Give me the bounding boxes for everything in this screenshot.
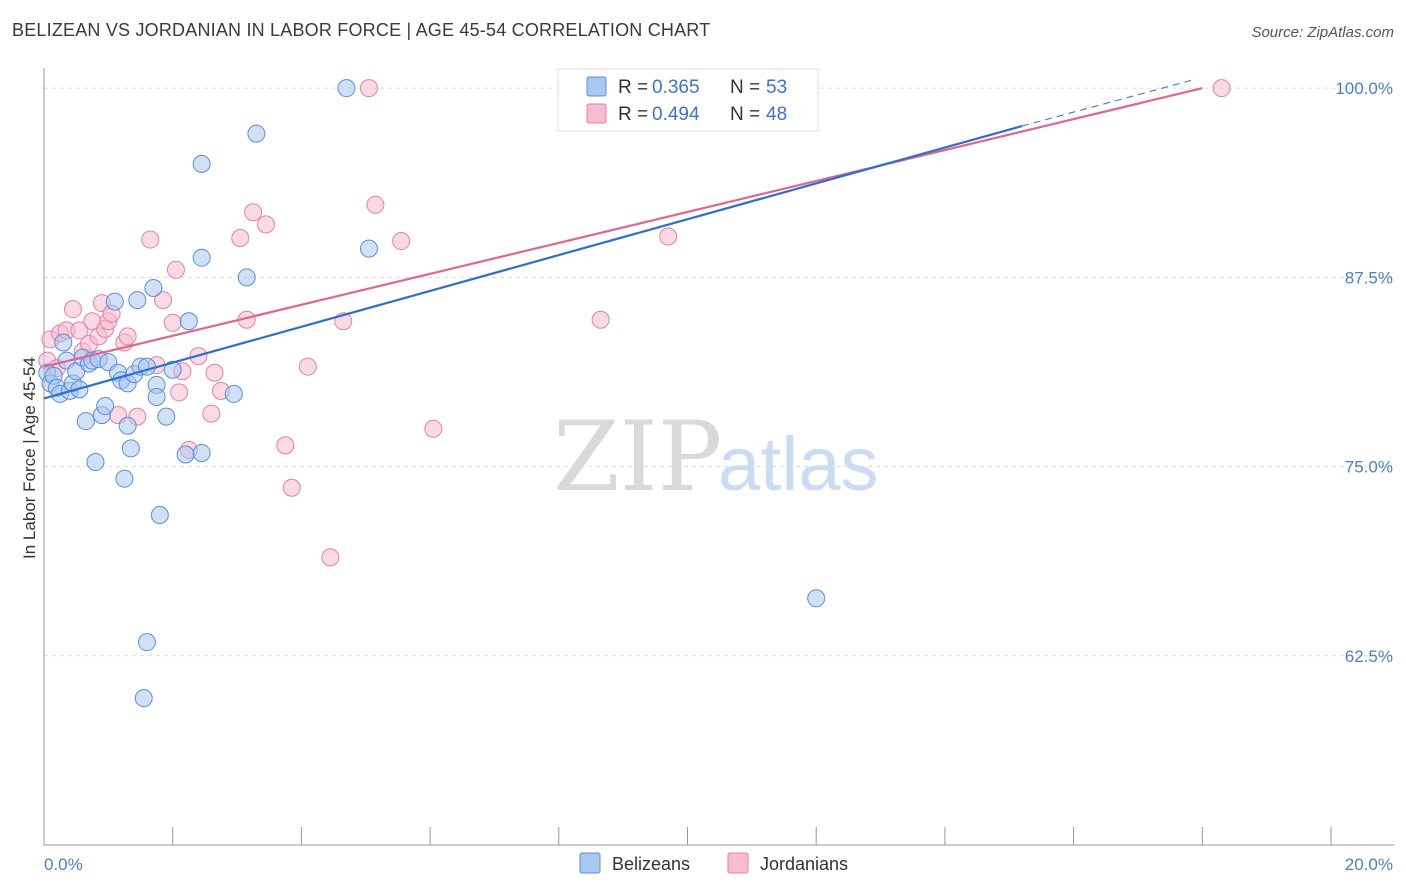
legend-r-label-belizeans: R = <box>618 77 648 98</box>
watermark-zip: ZIP <box>553 401 722 513</box>
y-tick-label-1: 87.5% <box>1345 268 1393 287</box>
point-jordanian-45 <box>591 310 610 329</box>
trend-lines <box>43 78 1203 400</box>
bottom-legend-jordanians: Jordanians <box>760 854 848 874</box>
legend-n-label-jordanians: N = <box>730 104 760 125</box>
grid-lines <box>44 87 1394 657</box>
chart-title: BELIZEAN VS JORDANIAN IN LABOR FORCE | A… <box>12 20 711 40</box>
point-belizean-42 <box>192 154 211 173</box>
point-jordanian-29 <box>205 363 224 382</box>
point-belizean-15 <box>86 453 105 472</box>
point-belizean-43 <box>192 248 211 267</box>
point-jordanian-36 <box>282 478 301 497</box>
point-belizean-46 <box>247 124 266 143</box>
point-jordanian-34 <box>257 215 276 234</box>
legend: R = 0.365 N = 53 R = 0.494 N = 48 <box>557 68 819 132</box>
y-tick-label-3: 62.5% <box>1345 647 1393 666</box>
point-jordanian-19 <box>141 230 160 249</box>
point-jordanian-37 <box>298 357 317 376</box>
legend-r-value-belizeans: 0.365 <box>652 77 700 98</box>
bottom-legend-belizeans: Belizeans <box>612 854 690 874</box>
point-jordanian-33 <box>244 203 263 222</box>
point-belizean-26 <box>121 439 140 458</box>
trend-line-jordanians <box>43 87 1203 368</box>
point-jordanian-40 <box>359 79 378 98</box>
point-belizean-41 <box>192 443 211 462</box>
point-belizean-31 <box>137 357 156 376</box>
y-tick-label-0: 100.0% <box>1335 79 1393 98</box>
trend-line-belizeans <box>43 124 1023 400</box>
bottom-legend-swatch-belizeans <box>579 852 601 874</box>
point-belizean-44 <box>224 384 243 403</box>
point-belizean-37 <box>157 407 176 426</box>
point-belizean-36 <box>150 506 169 525</box>
point-belizean-38 <box>163 360 182 379</box>
point-belizean-47 <box>337 79 356 98</box>
legend-n-label-belizeans: N = <box>730 77 760 98</box>
point-belizean-23 <box>115 469 134 488</box>
legend-swatch-jordanians <box>586 103 607 124</box>
point-jordanian-46 <box>659 227 678 246</box>
point-jordanian-41 <box>366 195 385 214</box>
point-belizean-45 <box>237 268 256 287</box>
point-jordanian-43 <box>424 419 443 438</box>
point-jordanian-47 <box>1212 79 1231 98</box>
point-jordanian-21 <box>154 291 173 310</box>
point-belizean-5 <box>54 333 73 352</box>
point-jordanian-24 <box>170 383 189 402</box>
point-jordanian-6 <box>70 321 89 340</box>
trend-line-belizeans-extension <box>1021 78 1196 127</box>
tick-labels: 100.0% 87.5% 75.0% 62.5% 0.0% 20.0% <box>44 79 1393 874</box>
point-belizean-20 <box>105 292 124 311</box>
point-belizean-32 <box>137 633 156 652</box>
point-belizean-18 <box>96 397 115 416</box>
point-jordanian-22 <box>163 313 182 332</box>
legend-r-label-jordanians: R = <box>618 104 648 125</box>
point-belizean-25 <box>118 416 137 435</box>
legend-n-value-jordanians: 48 <box>766 104 787 125</box>
watermark: ZIP atlas <box>553 401 879 513</box>
legend-r-value-jordanians: 0.494 <box>652 104 700 125</box>
y-axis-label: In Labor Force | Age 45-54 <box>20 357 39 559</box>
data-points <box>38 79 1231 708</box>
point-jordanian-28 <box>202 404 221 423</box>
point-belizean-30 <box>134 689 153 708</box>
x-tick-label-0: 0.0% <box>44 855 83 874</box>
bottom-legend-swatch-jordanians <box>727 852 749 874</box>
point-jordanian-35 <box>276 436 295 455</box>
point-jordanian-23 <box>166 260 185 279</box>
point-belizean-40 <box>179 312 198 331</box>
axes <box>43 68 1394 846</box>
point-jordanian-38 <box>321 548 340 567</box>
legend-swatch-belizeans <box>586 76 607 97</box>
point-belizean-12 <box>76 412 95 431</box>
point-belizean-35 <box>147 387 166 406</box>
point-belizean-39 <box>176 445 195 464</box>
point-belizean-33 <box>144 278 163 297</box>
point-belizean-28 <box>128 291 147 310</box>
point-belizean-48 <box>359 239 378 258</box>
legend-n-value-belizeans: 53 <box>766 77 787 98</box>
watermark-atlas: atlas <box>718 422 879 507</box>
point-belizean-52 <box>807 589 826 608</box>
point-jordanian-31 <box>231 229 250 248</box>
point-jordanian-17 <box>118 327 137 346</box>
point-jordanian-42 <box>392 232 411 251</box>
y-tick-label-2: 75.0% <box>1345 458 1393 477</box>
bottom-legend: Belizeans Jordanians <box>579 852 848 874</box>
chart-source: Source: ZipAtlas.com <box>1251 24 1394 41</box>
point-jordanian-5 <box>63 300 82 319</box>
x-tick-label-1: 20.0% <box>1345 855 1393 874</box>
